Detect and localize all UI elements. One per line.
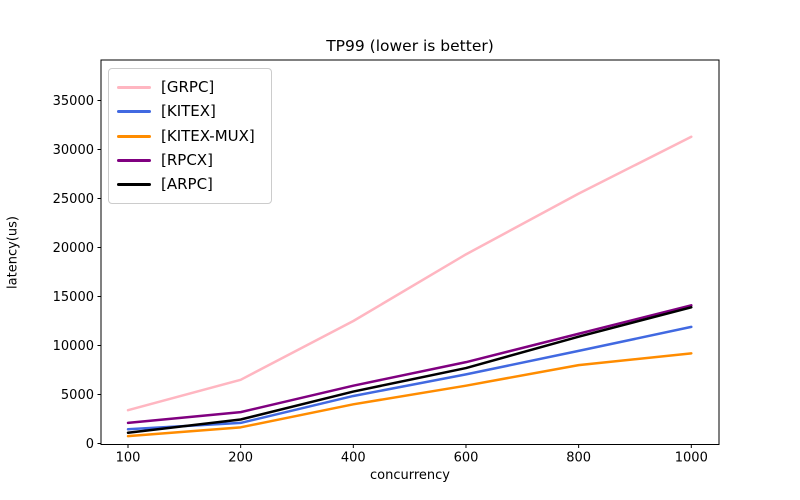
- x-tick-label: 100: [116, 451, 141, 466]
- legend: [GRPC] [KITEX] [KITEX-MUX] [RPCX] [ARPC]: [108, 68, 272, 204]
- x-axis-label: concurrency: [370, 468, 450, 483]
- legend-label-kitex-mux: [KITEX-MUX]: [161, 126, 255, 145]
- legend-label-arpc: [ARPC]: [161, 175, 213, 194]
- legend-entry-kitex: [KITEX]: [109, 99, 271, 123]
- x-tick-label: 800: [566, 451, 591, 466]
- legend-entry-arpc: [ARPC]: [109, 173, 271, 197]
- y-tick-label: 25000: [53, 192, 94, 207]
- legend-label-kitex: [KITEX]: [161, 102, 216, 121]
- series-line-kitex-mux: [126, 352, 693, 438]
- legend-swatch-rpcx: [117, 158, 151, 162]
- x-tick-label: 400: [341, 451, 366, 466]
- axis-ticks: 0 5000 10000 15000 20000 25000 30000 35000 100 20…: [53, 94, 708, 466]
- series-line-arpc: [126, 306, 693, 434]
- x-tick-label: 600: [454, 451, 479, 466]
- series-line-grpc: [126, 135, 693, 412]
- legend-swatch-arpc: [117, 183, 151, 187]
- legend-label-rpcx: [RPCX]: [161, 150, 213, 169]
- series-line-rpcx: [126, 304, 693, 425]
- legend-swatch-kitex: [117, 110, 151, 114]
- series-line-kitex: [126, 325, 693, 431]
- legend-entry-kitex-mux: [KITEX-MUX]: [109, 124, 271, 148]
- legend-label-grpc: [GRPC]: [161, 77, 215, 96]
- plot-border: [100, 59, 720, 445]
- legend-swatch-grpc: [117, 85, 151, 89]
- legend-entry-rpcx: [RPCX]: [109, 148, 271, 172]
- y-tick-label: 35000: [53, 94, 94, 109]
- y-tick-label: 10000: [53, 339, 94, 354]
- x-tick-label: 1000: [675, 451, 708, 466]
- axes: [100, 59, 720, 445]
- x-tick-label: 200: [228, 451, 253, 466]
- y-tick-label: 5000: [61, 388, 94, 403]
- y-tick-label: 30000: [53, 143, 94, 158]
- legend-swatch-kitex-mux: [117, 134, 151, 138]
- y-tick-label: 20000: [53, 241, 94, 256]
- y-tick-label: 15000: [53, 290, 94, 305]
- legend-entry-grpc: [GRPC]: [109, 75, 271, 99]
- y-axis-label: latency(us): [5, 216, 21, 289]
- chart-title: TP99 (lower is better): [326, 37, 494, 55]
- y-tick-label: 0: [86, 437, 94, 452]
- series-lines: [126, 135, 693, 438]
